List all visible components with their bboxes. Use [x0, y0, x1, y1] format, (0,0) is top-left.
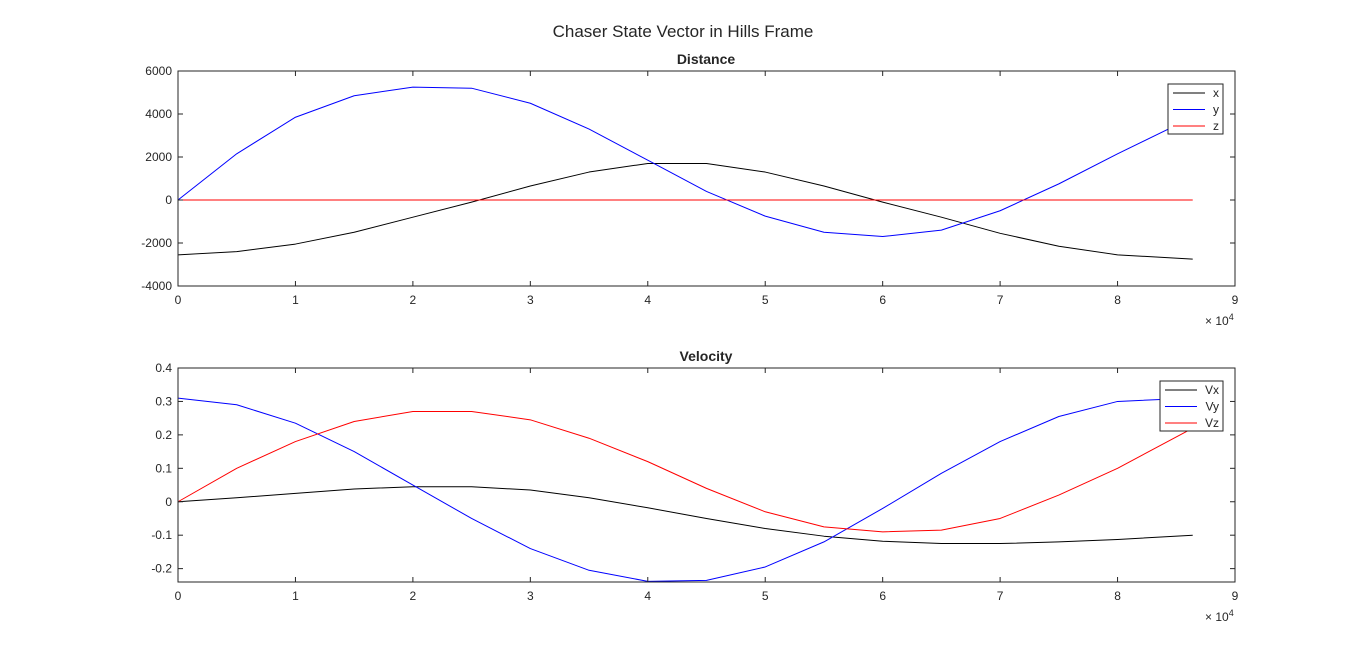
distance-legend-label-x: x	[1213, 86, 1219, 100]
distance-x-tick-label: 5	[762, 293, 769, 307]
distance-x-tick-label: 6	[879, 293, 886, 307]
velocity-legend-label-vy: Vy	[1205, 400, 1219, 414]
velocity-legend[interactable]: Vx Vy Vz	[1159, 380, 1224, 432]
distance-legend[interactable]: xyz	[1167, 83, 1224, 135]
velocity-x-tick-label: 9	[1232, 589, 1239, 603]
distance-title: Distance	[677, 51, 736, 67]
distance-x-exponent-label: × 104	[1205, 312, 1234, 328]
velocity-series-vx-line	[177, 486, 1193, 545]
velocity-x-tick-label: 6	[879, 589, 886, 603]
velocity-x-tick-label: 7	[997, 589, 1004, 603]
velocity-y-tick-label: 0.2	[155, 428, 172, 442]
distance-x-tick-label: 9	[1232, 293, 1239, 307]
distance-ticks-layer: 0 1 2 3 4 5 6 7 8 9 -4000 -2000 0 2000 4000 6000 × 104	[141, 64, 1238, 328]
velocity-series-vz-line	[177, 410, 1193, 533]
distance-x-tick-label: 2	[410, 293, 417, 307]
velocity-x-exponent-label: × 104	[1205, 608, 1234, 624]
distance-y-tick-label: -4000	[141, 279, 172, 293]
distance-series-x-line	[177, 162, 1193, 260]
velocity-y-tick-label: 0.1	[155, 461, 172, 475]
distance-x-tick-label: 8	[1114, 293, 1121, 307]
distance-x-tick-label: 4	[644, 293, 651, 307]
velocity-x-tick-label: 4	[644, 589, 651, 603]
velocity-x-exponent-power: 4	[1229, 608, 1234, 618]
distance-legend-label-z: z	[1213, 119, 1219, 133]
velocity-x-tick-label: 5	[762, 589, 769, 603]
distance-series-layer	[177, 86, 1193, 260]
velocity-y-tick-label: -0.2	[151, 562, 172, 576]
velocity-axes-frame	[177, 367, 1236, 583]
velocity-legend-label-vx: Vx	[1205, 383, 1219, 397]
distance-legend-label-y: y	[1213, 103, 1219, 117]
velocity-title: Velocity	[680, 348, 733, 364]
distance-y-tick-label: 2000	[145, 150, 172, 164]
distance-x-tick-label: 7	[997, 293, 1004, 307]
velocity-x-tick-label: 8	[1114, 589, 1121, 603]
velocity-series-layer	[177, 397, 1193, 582]
velocity-x-tick-label: 2	[410, 589, 417, 603]
distance-x-exponent-power: 4	[1229, 312, 1234, 322]
distance-x-tick-label: 0	[175, 293, 182, 307]
distance-x-tick-label: 1	[292, 293, 299, 307]
distance-y-tick-label: -2000	[141, 236, 172, 250]
velocity-x-tick-label: 3	[527, 589, 534, 603]
velocity-y-tick-label: 0.3	[155, 394, 172, 408]
velocity-x-tick-label: 1	[292, 589, 299, 603]
velocity-ticks-layer: 0 1 2 3 4 5 6 7 8 9 -0.2 -0.1 0 0.1 0.2 0.3 0.4 × 104	[151, 361, 1238, 624]
distance-x-tick-label: 3	[527, 293, 534, 307]
distance-axes-frame	[177, 70, 1236, 287]
distance-y-tick-label: 4000	[145, 107, 172, 121]
velocity-y-tick-label: -0.1	[151, 528, 172, 542]
velocity-subplot: Velocity 0 1 2 3 4 5 6 7 8 9 -0.2 -0.1 0 0.1 0.2 0.3 0.4…	[151, 348, 1238, 624]
distance-subplot: Distance 0 1 2 3 4 5 6 7 8 9 -4000 -2000 0 2000 4000 60…	[141, 51, 1238, 328]
distance-y-tick-label: 0	[165, 193, 172, 207]
distance-y-tick-label: 6000	[145, 64, 172, 78]
velocity-legend-label-vz: Vz	[1205, 416, 1219, 430]
velocity-series-vy-line	[177, 397, 1193, 582]
velocity-x-tick-label: 0	[175, 589, 182, 603]
figure-suptitle: Chaser State Vector in Hills Frame	[553, 22, 814, 41]
velocity-y-tick-label: 0.4	[155, 361, 172, 375]
velocity-y-tick-label: 0	[165, 495, 172, 509]
distance-series-y-line	[177, 86, 1193, 238]
